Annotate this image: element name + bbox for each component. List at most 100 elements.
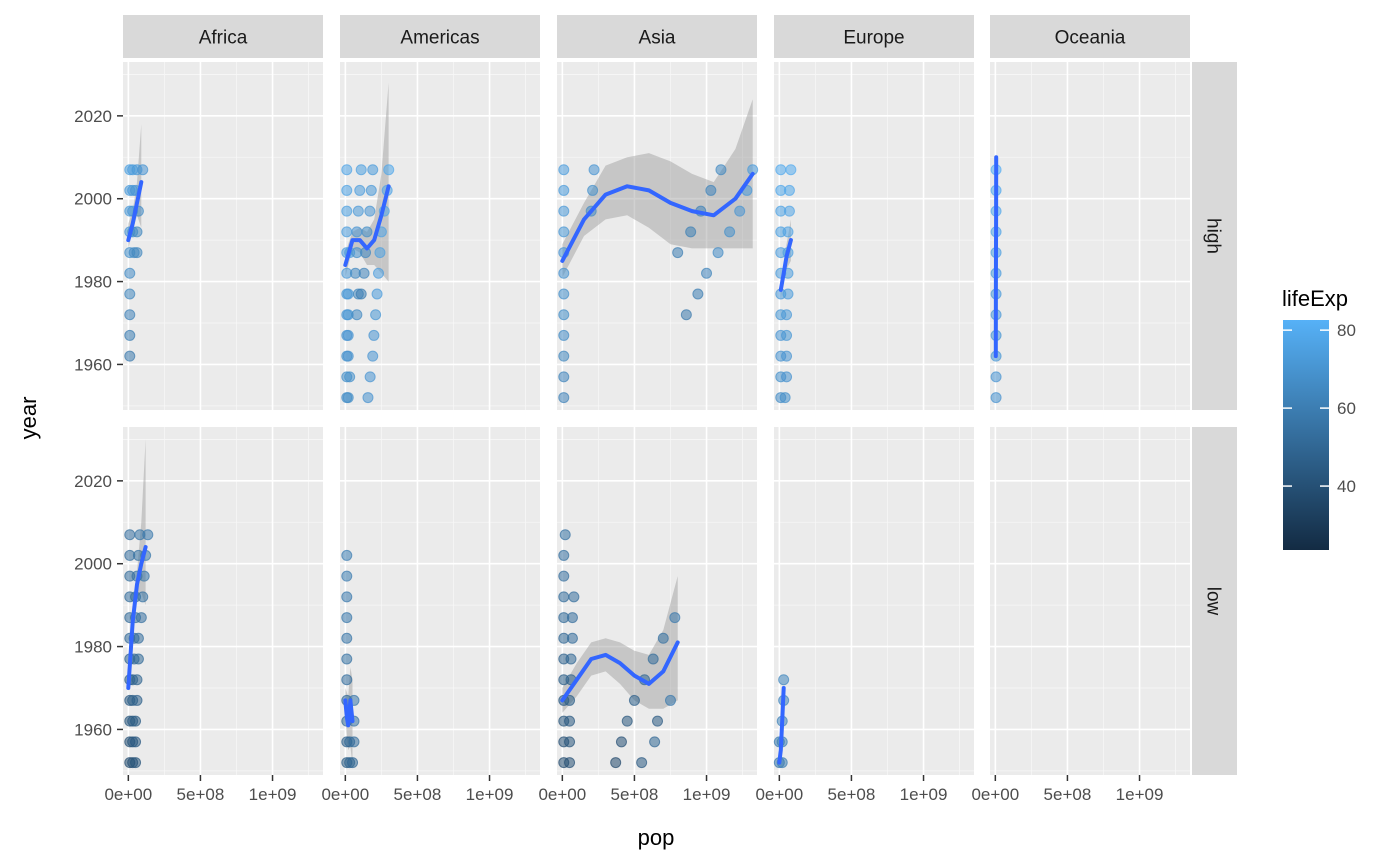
data-point <box>558 205 570 217</box>
x-tick-label: 0e+00 <box>321 785 369 804</box>
data-point <box>341 570 353 582</box>
data-point <box>130 715 142 727</box>
data-point <box>621 715 633 727</box>
data-point <box>341 612 353 624</box>
data-point <box>364 205 376 217</box>
data-point <box>355 164 367 176</box>
data-point <box>778 674 790 686</box>
data-point <box>685 226 697 238</box>
data-point <box>628 694 640 706</box>
smooth-line <box>126 180 144 243</box>
x-tick-label: 5e+08 <box>1044 785 1092 804</box>
data-point <box>132 653 144 665</box>
legend-colorbar <box>1283 320 1329 550</box>
data-point <box>137 164 149 176</box>
data-point <box>566 632 578 644</box>
data-point <box>664 694 676 706</box>
x-tick-label: 5e+08 <box>394 785 442 804</box>
data-point <box>368 329 380 341</box>
smooth-line <box>560 640 680 703</box>
y-axis-title: year <box>16 397 41 440</box>
data-point <box>558 288 570 300</box>
data-point <box>124 529 136 541</box>
data-point <box>692 288 704 300</box>
x-tick-label: 1e+09 <box>1116 785 1164 804</box>
data-point <box>341 653 353 665</box>
data-point <box>564 757 576 769</box>
data-point <box>558 371 570 383</box>
x-tick-label: 5e+08 <box>611 785 659 804</box>
data-point <box>358 267 370 279</box>
facet-strip-background <box>774 15 974 58</box>
data-point <box>342 329 354 341</box>
data-point <box>135 612 147 624</box>
data-point <box>124 309 136 321</box>
data-point <box>341 674 353 686</box>
data-point <box>130 757 142 769</box>
data-point <box>342 350 354 362</box>
data-point <box>137 591 149 603</box>
data-point <box>558 329 570 341</box>
data-point <box>341 632 353 644</box>
data-point <box>142 529 154 541</box>
data-point <box>564 715 576 727</box>
panel-background <box>990 427 1190 775</box>
x-tick-label: 5e+08 <box>828 785 876 804</box>
data-point <box>348 736 360 748</box>
data-point <box>558 164 570 176</box>
data-point <box>680 309 692 321</box>
x-tick-label: 0e+00 <box>971 785 1019 804</box>
data-point <box>367 350 379 362</box>
data-point <box>775 164 787 176</box>
data-point <box>130 736 142 748</box>
row-strip-label-low: low <box>1203 587 1224 616</box>
data-point <box>374 247 386 259</box>
facet-strip-label-americas: Americas <box>400 28 479 49</box>
data-point <box>781 371 793 383</box>
data-point <box>558 184 570 196</box>
data-point <box>354 184 366 196</box>
facet-panel-oceania-low <box>990 427 1190 775</box>
data-point <box>566 612 578 624</box>
legend-title: lifeExp <box>1282 286 1348 311</box>
y-tick-label: 1980 <box>74 638 112 657</box>
facet-panel-africa-high <box>123 62 323 410</box>
smooth-line <box>777 686 786 765</box>
data-point <box>701 267 713 279</box>
data-point <box>341 184 353 196</box>
data-point <box>715 164 727 176</box>
data-point <box>781 350 793 362</box>
data-point <box>782 226 794 238</box>
data-point <box>341 549 353 561</box>
row-strip-background <box>1192 427 1237 775</box>
panel-background <box>990 62 1190 410</box>
facet-strip-background <box>990 15 1190 58</box>
data-point <box>383 164 395 176</box>
facet-panel-europe-high <box>774 62 974 410</box>
smooth-line <box>126 545 148 690</box>
smooth-line <box>560 171 755 263</box>
data-point <box>352 205 364 217</box>
facet-strip-label-africa: Africa <box>199 28 248 49</box>
facet-panel-asia-low <box>557 427 757 775</box>
y-tick-label: 2020 <box>74 472 112 491</box>
data-point <box>342 288 354 300</box>
data-point <box>558 392 570 404</box>
data-point <box>782 288 794 300</box>
facet-panel-europe-low <box>773 427 974 775</box>
data-point <box>558 350 570 362</box>
data-point <box>355 288 367 300</box>
data-point <box>647 653 659 665</box>
legend-tick-label: 40 <box>1337 477 1356 496</box>
data-point <box>558 591 570 603</box>
data-point <box>712 247 724 259</box>
legend-tick-label: 60 <box>1337 399 1356 418</box>
data-point <box>341 226 353 238</box>
data-point <box>132 632 144 644</box>
data-point <box>124 288 136 300</box>
data-point <box>565 653 577 665</box>
data-point <box>564 736 576 748</box>
facet-panel-africa-low <box>123 427 323 775</box>
x-tick-label: 1e+09 <box>249 785 297 804</box>
panel-layer <box>123 62 1190 775</box>
